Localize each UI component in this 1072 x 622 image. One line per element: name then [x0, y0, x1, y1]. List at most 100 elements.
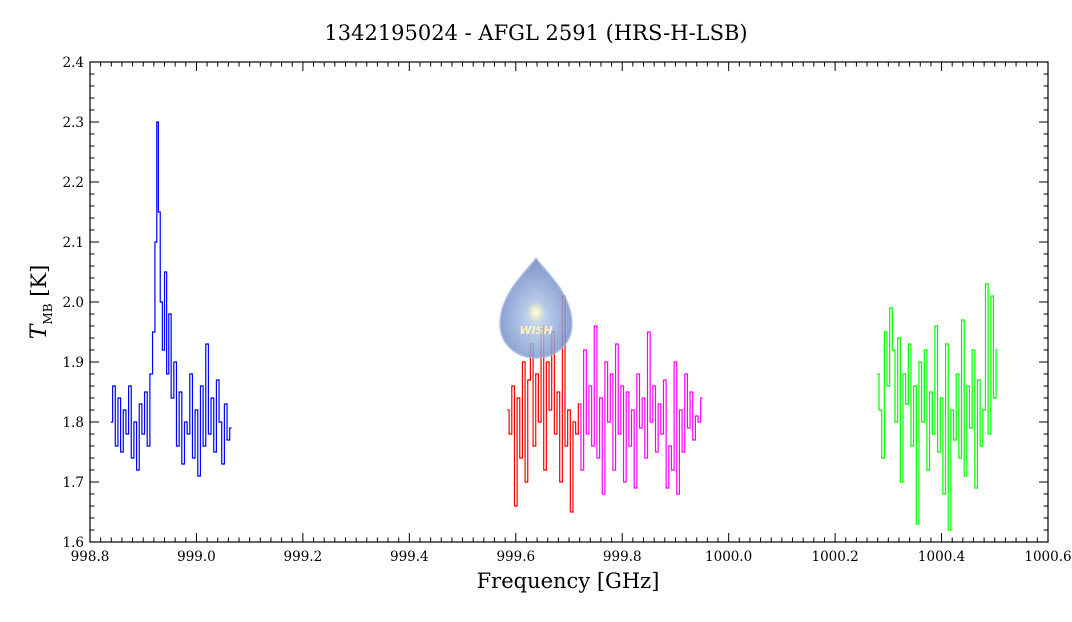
- spectrum-point: [110, 421, 112, 423]
- spectrum-point: [155, 241, 157, 243]
- spectrum-point: [666, 487, 669, 489]
- spectrum-point: [190, 373, 192, 375]
- spectrum-point: [145, 391, 147, 393]
- spectrum-point: [560, 481, 562, 483]
- spectrum-point: [573, 421, 575, 423]
- spectrum-point: [610, 373, 613, 375]
- y-axis-label: TMB [K]: [27, 265, 55, 340]
- spectrum-point: [621, 385, 623, 387]
- spectrum-point: [565, 445, 567, 447]
- spectrum-point: [616, 343, 618, 345]
- spectrum-point: [626, 391, 629, 393]
- spectrum-point: [121, 451, 123, 453]
- spectrum-point: [967, 385, 969, 387]
- spectrum-point: [935, 325, 937, 327]
- spectrum-point: [980, 445, 983, 447]
- spectrum-point: [544, 469, 546, 471]
- spectrum-point: [126, 433, 128, 435]
- spectrum-point: [645, 457, 647, 459]
- spectrum-point: [581, 469, 583, 471]
- spectrum-point: [517, 397, 520, 399]
- spectrum-point: [576, 433, 578, 435]
- spectrum-point: [118, 397, 120, 399]
- spectrum-point: [158, 211, 160, 213]
- spectrum-point: [943, 493, 945, 495]
- spectrum-point: [885, 331, 887, 333]
- spectrum-point: [150, 373, 152, 375]
- spectrum-point: [579, 403, 581, 405]
- spectrum-point: [956, 373, 959, 375]
- spectrum-point: [195, 409, 198, 411]
- spectrum-point: [137, 469, 139, 471]
- spectrum-point: [568, 409, 570, 411]
- spectrum-point: [983, 409, 985, 411]
- spectrum-point: [116, 445, 118, 447]
- x-tick-label: 1000.6: [1024, 549, 1071, 565]
- spectrum-point: [938, 451, 940, 453]
- spectrum-point: [162, 349, 165, 351]
- spectrum-point: [682, 451, 685, 453]
- x-tick-label: 999.2: [284, 549, 323, 565]
- spectrum-series-2: [507, 295, 580, 513]
- spectrum-point: [613, 469, 615, 471]
- wish-logo: WISH: [499, 256, 573, 359]
- x-tick-label: 999.0: [177, 549, 216, 565]
- y-axis-label-unit: [K]: [27, 265, 51, 297]
- spectrum-point: [877, 373, 879, 375]
- spectrum-point: [211, 397, 214, 399]
- spectrum-point: [174, 361, 176, 363]
- spectrum-point: [882, 457, 884, 459]
- spectrum-point: [693, 439, 695, 441]
- spectrum-point: [948, 529, 951, 531]
- y-tick-label: 1.9: [63, 355, 84, 371]
- x-tick-label: 1000.4: [918, 549, 965, 565]
- spectrum-point: [975, 487, 977, 489]
- spectrum-point: [656, 451, 658, 453]
- spectrum-point: [167, 373, 169, 375]
- spectrum-point: [549, 409, 551, 411]
- spectrum-point: [650, 421, 653, 423]
- y-tick-label: 1.8: [63, 415, 84, 431]
- spectrum-point: [507, 409, 509, 411]
- spectrum-point: [193, 457, 195, 459]
- x-tick-label: 999.8: [603, 549, 642, 565]
- spectrum-point: [986, 283, 988, 285]
- spectrum-point: [951, 409, 953, 411]
- spectrum-point: [222, 463, 224, 465]
- spectrum-point: [597, 457, 599, 459]
- spectrum-point: [131, 457, 134, 459]
- wish-logo-text: WISH: [519, 324, 552, 337]
- spectrum-point: [698, 421, 700, 423]
- spectrum-point: [901, 481, 903, 483]
- spectrum-point: [142, 433, 144, 435]
- spectrum-point: [917, 523, 919, 525]
- spectrum-point: [664, 379, 666, 381]
- spectrum-point: [642, 397, 645, 399]
- spectrum-point: [690, 391, 693, 393]
- spectrum-point: [680, 409, 682, 411]
- spectrum-point: [946, 343, 948, 345]
- spectrum-point: [557, 391, 559, 393]
- spectrum-point: [959, 457, 961, 459]
- spectrum-point: [991, 295, 993, 297]
- spectrum-point: [523, 361, 525, 363]
- spectrum-point: [187, 433, 190, 435]
- spectrum-point: [225, 403, 227, 405]
- spectrum-point: [674, 361, 677, 363]
- spectrum-point: [978, 379, 980, 381]
- spectrum-point: [701, 397, 703, 399]
- spectrum-point: [924, 349, 927, 351]
- spectrum-point: [890, 307, 892, 309]
- axis-ticks: 998.8 999.0 999.2 999.4 999.6 999.8 1000.0 1000…: [63, 55, 1072, 565]
- spectrum-point: [587, 433, 589, 435]
- plot-frame: [89, 61, 1049, 543]
- x-tick-label: 998.8: [71, 549, 110, 565]
- spectrum-point: [595, 325, 597, 327]
- spectrum-point: [160, 301, 162, 303]
- spectrum-point: [528, 379, 530, 381]
- x-tick-label: 999.4: [390, 549, 429, 565]
- spectrum-point: [547, 361, 549, 363]
- spectrum-point: [198, 475, 200, 477]
- spectrum-point: [637, 373, 639, 375]
- spectrum-point: [898, 337, 900, 339]
